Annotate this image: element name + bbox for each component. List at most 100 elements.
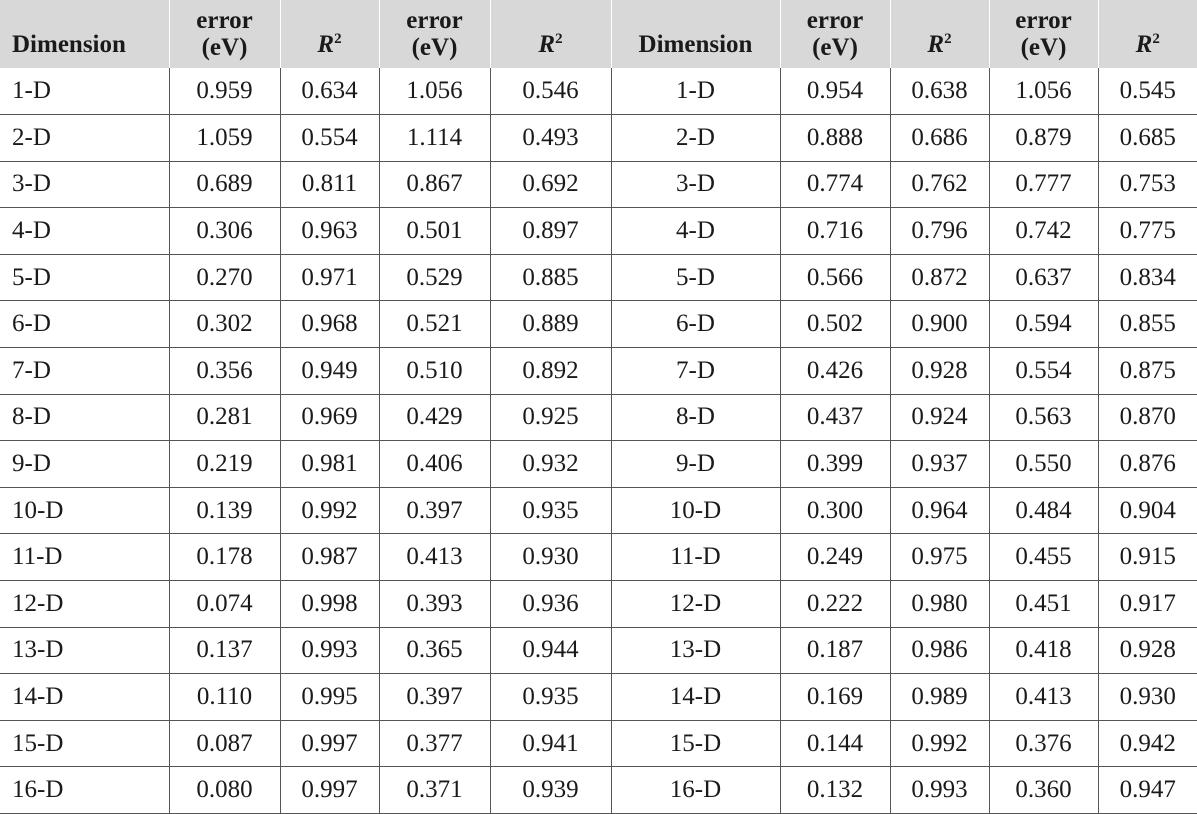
r2-cell: 0.975 [890,533,990,582]
r2-cell: 0.775 [1098,207,1197,255]
table-row: 9-D 0.219 0.981 0.406 0.932 9-D 0.399 0.… [0,440,1197,488]
header-error-3: error (eV) [780,0,891,68]
header-dimension-left: Dimension [0,0,170,68]
error-cell: 1.114 [379,114,491,162]
table-row: 15-D 0.087 0.997 0.377 0.941 15-D 0.144 … [0,720,1197,768]
header-dimension-right: Dimension [611,0,781,68]
dimension-cell: 4-D [611,207,781,255]
table-row: 13-D 0.137 0.993 0.365 0.944 13-D 0.187 … [0,627,1197,675]
r2-cell: 0.997 [280,766,380,814]
header-error-2: error (eV) [379,0,491,68]
r2-cell: 0.992 [890,720,990,768]
error-cell: 0.397 [379,487,491,535]
error-cell: 0.222 [780,580,891,628]
r2-cell: 0.870 [1098,394,1197,442]
error-cell: 0.510 [379,347,491,395]
error-cell: 0.406 [379,440,491,488]
r2-cell: 0.981 [280,440,380,488]
error-cell: 0.399 [780,440,891,488]
r2-cell: 0.892 [490,347,612,395]
r2-cell: 0.998 [280,580,380,628]
error-cell: 0.397 [379,673,491,721]
r2-cell: 0.939 [490,766,612,814]
r2-cell: 0.930 [1098,673,1197,721]
error-cell: 0.137 [169,627,281,675]
r2-cell: 0.900 [890,300,990,349]
r2-cell: 0.986 [890,627,990,675]
error-cell: 0.132 [780,766,891,814]
dimension-cell: 16-D [611,766,781,814]
r2-cell: 0.949 [280,347,380,395]
error-cell: 0.554 [989,347,1099,395]
r2-cell: 0.987 [280,533,380,582]
dimension-cell: 7-D [0,347,170,395]
r2-cell: 0.638 [890,68,990,116]
error-cell: 0.867 [379,161,491,209]
r2-cell: 0.855 [1098,300,1197,349]
error-cell: 0.426 [780,347,891,395]
r2-cell: 0.634 [280,68,380,116]
table-row: 2-D 1.059 0.554 1.114 0.493 2-D 0.888 0.… [0,114,1197,162]
error-cell: 0.219 [169,440,281,488]
error-cell: 1.059 [169,114,281,162]
r2-cell: 0.942 [1098,720,1197,768]
error-cell: 0.429 [379,394,491,442]
dimension-cell: 9-D [611,440,781,488]
header-r2-4: R2 [1098,0,1197,68]
error-cell: 0.716 [780,207,891,255]
dimension-cell: 3-D [611,161,781,209]
r2-cell: 0.935 [490,673,612,721]
error-cell: 0.501 [379,207,491,255]
error-cell: 0.302 [169,300,281,349]
r2-cell: 0.876 [1098,440,1197,488]
r2-cell: 0.944 [490,627,612,675]
r2-cell: 0.964 [890,487,990,535]
error-cell: 0.566 [780,254,891,302]
header-error-4: error (eV) [989,0,1099,68]
r2-cell: 0.924 [890,394,990,442]
header-r2-3: R2 [890,0,990,68]
dimension-cell: 12-D [0,580,170,628]
dimension-cell: 8-D [0,394,170,442]
r2-cell: 0.993 [280,627,380,675]
r2-cell: 0.935 [490,487,612,535]
dimension-cell: 14-D [611,673,781,721]
error-cell: 0.879 [989,114,1099,162]
r2-cell: 0.811 [280,161,380,209]
r2-cell: 0.995 [280,673,380,721]
r2-cell: 0.545 [1098,68,1197,116]
error-cell: 0.437 [780,394,891,442]
r2-cell: 0.915 [1098,533,1197,582]
dimension-cell: 9-D [0,440,170,488]
error-cell: 0.777 [989,161,1099,209]
table-row: 12-D 0.074 0.998 0.393 0.936 12-D 0.222 … [0,580,1197,628]
r2-cell: 0.685 [1098,114,1197,162]
table-row: 11-D 0.178 0.987 0.413 0.930 11-D 0.249 … [0,533,1197,582]
error-cell: 0.356 [169,347,281,395]
error-cell: 0.371 [379,766,491,814]
r2-cell: 0.968 [280,300,380,349]
error-cell: 0.306 [169,207,281,255]
r2-cell: 0.936 [490,580,612,628]
error-cell: 0.139 [169,487,281,535]
error-cell: 0.502 [780,300,891,349]
error-cell: 0.689 [169,161,281,209]
r2-cell: 0.872 [890,254,990,302]
r2-cell: 0.969 [280,394,380,442]
dimension-cell: 13-D [0,627,170,675]
dimension-cell: 2-D [0,114,170,162]
error-cell: 0.529 [379,254,491,302]
error-cell: 0.377 [379,720,491,768]
error-cell: 0.637 [989,254,1099,302]
dimension-cell: 1-D [0,68,170,116]
dimension-cell: 2-D [611,114,781,162]
dimension-cell: 12-D [611,580,781,628]
r2-cell: 0.493 [490,114,612,162]
error-cell: 0.888 [780,114,891,162]
r2-cell: 0.554 [280,114,380,162]
dimension-cell: 6-D [0,300,170,349]
r2-cell: 0.947 [1098,766,1197,814]
error-cell: 0.774 [780,161,891,209]
dimension-cell: 14-D [0,673,170,721]
r2-cell: 0.889 [490,300,612,349]
